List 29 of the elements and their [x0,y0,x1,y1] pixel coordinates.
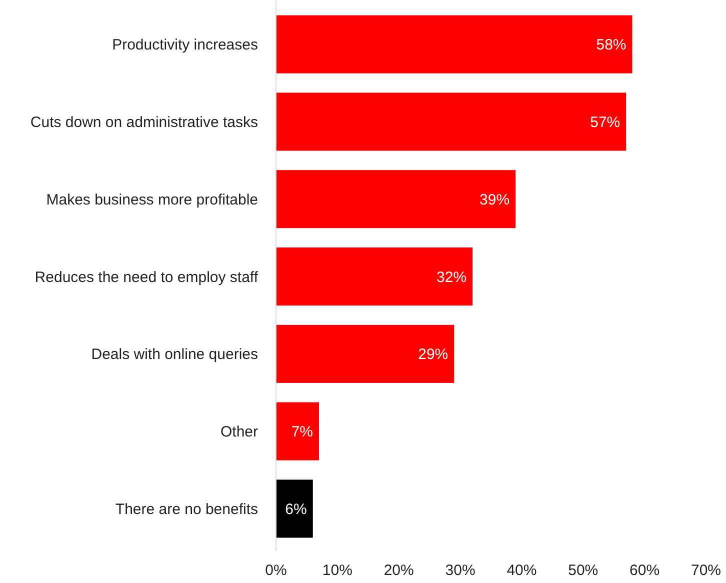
bar [276,92,626,151]
data-label: 29% [418,346,448,364]
y-tick-label: Reduces the need to employ staff [34,268,259,286]
x-tick-label: 10% [322,562,352,579]
data-label: 6% [285,500,307,518]
data-label: 32% [436,268,467,286]
bar [276,15,632,74]
y-tick-label: Cuts down on administrative tasks [30,114,258,131]
y-tick-label: Productivity increases [112,36,258,54]
bar [276,247,473,306]
x-tick-label: 40% [506,562,537,579]
x-tick-label: 50% [568,562,598,579]
bar [276,480,313,538]
x-tick-label: 0% [265,562,287,579]
y-tick-label: Makes business more profitable [46,191,258,208]
y-tick-label: Deals with online queries [91,346,258,364]
x-tick-label: 60% [630,562,660,579]
data-label: 39% [480,191,510,208]
y-tick-label: Other [220,424,258,441]
x-tick-label: 30% [445,562,476,579]
bar [276,324,454,383]
x-tick-label: 70% [690,562,722,579]
y-tick-label: There are no benefits [115,500,258,518]
x-tick-label: 20% [384,562,414,579]
data-label: 7% [291,424,313,441]
bar [276,170,516,228]
bar [276,402,319,460]
data-label: 58% [596,36,626,54]
data-label: 57% [590,114,620,131]
